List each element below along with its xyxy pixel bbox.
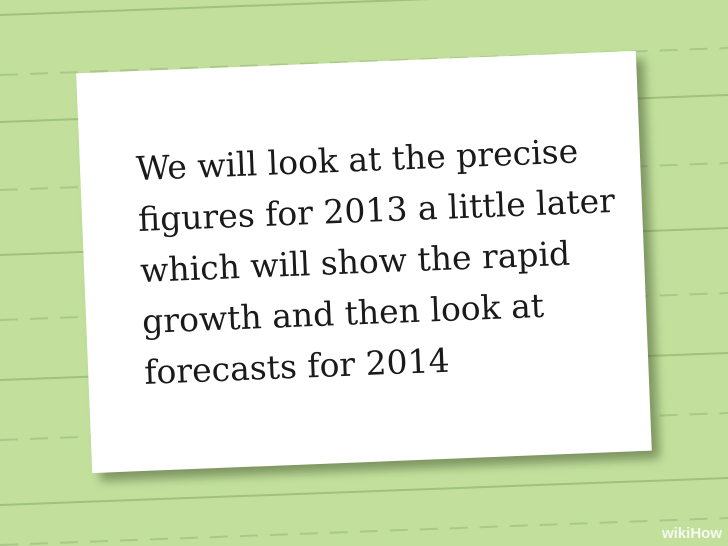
wikihow-watermark: wikiHow — [662, 525, 722, 542]
watermark-suffix: How — [690, 525, 722, 542]
note-text: We will look at the precise figures for … — [135, 124, 615, 398]
watermark-prefix: wiki — [661, 525, 691, 542]
note-card: We will look at the precise figures for … — [76, 50, 652, 474]
